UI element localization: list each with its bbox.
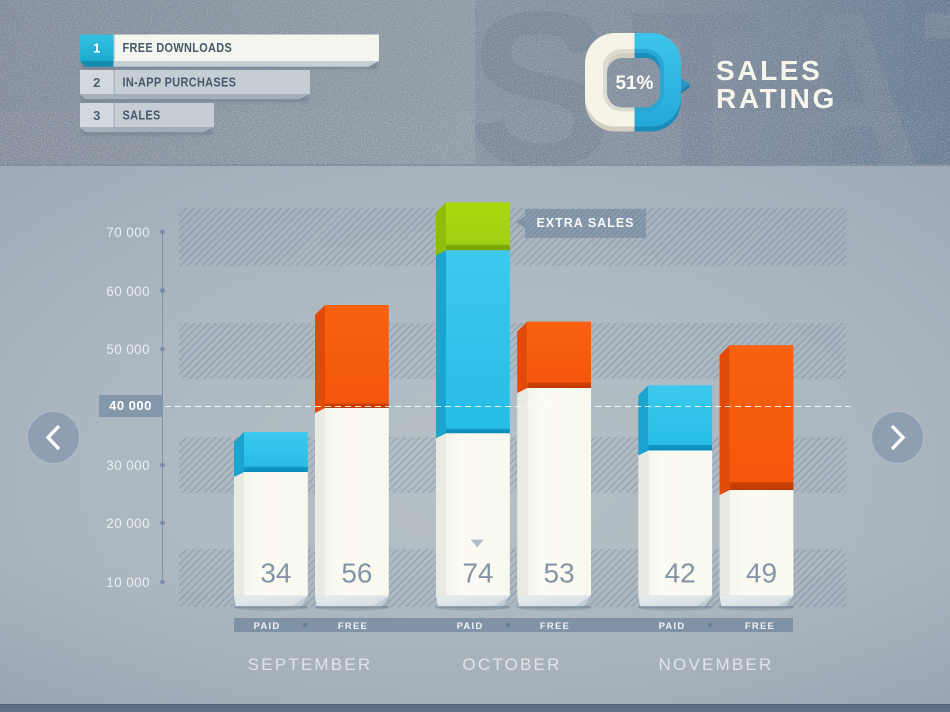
svg-text:IN-APP PURCHASES: IN-APP PURCHASES	[123, 74, 237, 89]
svg-text:2: 2	[93, 75, 100, 90]
svg-text:FREE DOWNLOADS: FREE DOWNLOADS	[123, 40, 233, 55]
svg-text:1: 1	[93, 41, 100, 56]
svg-text:74: 74	[462, 558, 493, 589]
svg-text:SALES: SALES	[123, 107, 161, 122]
svg-text:56: 56	[341, 558, 372, 589]
svg-text:3: 3	[93, 108, 100, 123]
svg-text:34: 34	[260, 558, 291, 589]
svg-text:53: 53	[544, 558, 575, 589]
svg-text:49: 49	[746, 558, 777, 589]
svg-text:42: 42	[665, 558, 696, 589]
